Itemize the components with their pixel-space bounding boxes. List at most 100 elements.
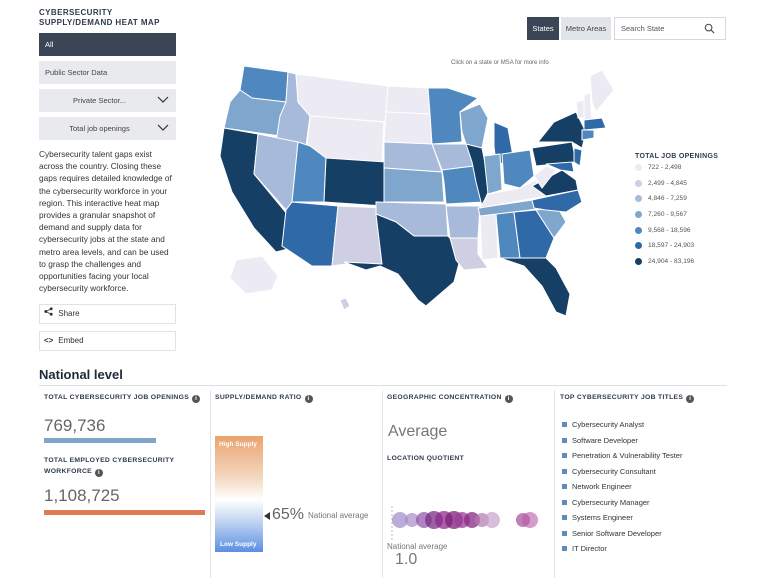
metro-areas-toggle[interactable]: Metro Areas bbox=[561, 17, 611, 40]
legend-label: 18,597 - 24,903 bbox=[648, 242, 695, 250]
bullet-square-icon bbox=[562, 484, 567, 490]
state-montana[interactable] bbox=[295, 73, 389, 123]
share-button[interactable]: Share bbox=[39, 304, 176, 325]
info-icon[interactable]: i bbox=[304, 395, 313, 403]
state-ohio[interactable] bbox=[501, 149, 535, 189]
metric-dropdown[interactable]: Total job openings bbox=[39, 117, 176, 140]
location-quotient-bubbles[interactable] bbox=[386, 498, 546, 542]
state-arkansas[interactable] bbox=[445, 205, 481, 239]
state-virginia[interactable] bbox=[531, 169, 579, 197]
public-sector-button[interactable]: Public Sector Data bbox=[39, 61, 176, 84]
state-georgia[interactable] bbox=[513, 209, 555, 259]
openings-bar bbox=[44, 438, 156, 443]
geo-heading-text: GEOGRAPHIC CONCENTRATION bbox=[387, 394, 502, 401]
state-indiana[interactable] bbox=[483, 153, 503, 195]
state-north-dakota[interactable] bbox=[385, 85, 431, 115]
bullet-square-icon bbox=[562, 468, 567, 474]
openings-value: 769,736 bbox=[44, 416, 106, 435]
state-connecticut[interactable] bbox=[581, 129, 595, 141]
state-west-virginia[interactable] bbox=[533, 165, 557, 189]
legend-dot-3 bbox=[635, 211, 642, 219]
lq-bubble bbox=[484, 512, 500, 528]
job-title: Cybersecurity Manager bbox=[572, 497, 650, 507]
geo-concentration-value: Average bbox=[388, 423, 448, 440]
ratio-value: 65% bbox=[272, 506, 305, 523]
list-item: Penetration & Vulnerability Tester bbox=[562, 448, 682, 464]
state-vermont[interactable] bbox=[575, 99, 585, 119]
info-icon[interactable]: i bbox=[504, 395, 513, 403]
legend-label: 2,499 - 4,845 bbox=[648, 179, 687, 187]
bullet-square-icon bbox=[562, 499, 567, 505]
list-item: Cybersecurity Manager bbox=[562, 495, 682, 511]
all-button[interactable]: All bbox=[39, 33, 176, 56]
state-maryland[interactable] bbox=[545, 161, 575, 173]
state-south-dakota[interactable] bbox=[383, 111, 433, 145]
state-colorado[interactable] bbox=[323, 157, 387, 207]
legend-item: 24,904 - 83,196 bbox=[635, 254, 745, 270]
code-icon: <> bbox=[44, 336, 54, 346]
description-text: Cybersecurity talent gaps exist across t… bbox=[39, 149, 172, 294]
search-input[interactable]: Search State bbox=[614, 17, 726, 40]
embed-button[interactable]: <> Embed bbox=[39, 331, 176, 352]
list-item: Cybersecurity Analyst bbox=[562, 417, 682, 433]
column-divider bbox=[210, 390, 211, 578]
private-sector-dropdown[interactable]: Private Sector... bbox=[39, 89, 176, 112]
state-new-hampshire[interactable] bbox=[583, 91, 593, 121]
state-hawaii[interactable] bbox=[339, 297, 351, 311]
chevron-down-icon bbox=[157, 124, 169, 131]
section-divider bbox=[39, 385, 727, 386]
search-icon bbox=[704, 23, 715, 34]
legend-item: 2,499 - 4,845 bbox=[635, 176, 745, 192]
supply-demand-gradient bbox=[215, 436, 263, 552]
legend-dot-2 bbox=[635, 195, 642, 203]
column-divider bbox=[382, 390, 383, 578]
state-new-jersey[interactable] bbox=[573, 147, 583, 167]
job-titles-heading-text: TOP CYBERSECURITY JOB TITLES bbox=[560, 394, 684, 401]
states-toggle[interactable]: States bbox=[527, 17, 559, 40]
ratio-pointer-icon bbox=[264, 512, 270, 520]
info-icon[interactable]: i bbox=[192, 395, 201, 403]
bullet-square-icon bbox=[562, 437, 567, 443]
state-mississippi[interactable] bbox=[479, 213, 499, 261]
bullet-square-icon bbox=[562, 422, 567, 428]
lq-bubble bbox=[522, 512, 538, 528]
employed-bar bbox=[44, 510, 205, 515]
list-item: Network Engineer bbox=[562, 479, 682, 495]
high-supply-label: High Supply bbox=[219, 441, 257, 448]
legend-dot-4 bbox=[635, 226, 642, 234]
state-massachusetts[interactable] bbox=[583, 117, 607, 131]
job-title: Network Engineer bbox=[572, 482, 632, 492]
list-item: Senior Software Developer bbox=[562, 526, 682, 542]
state-louisiana[interactable] bbox=[449, 237, 489, 271]
state-kansas[interactable] bbox=[383, 167, 445, 203]
state-maine[interactable] bbox=[589, 69, 615, 113]
ratio-heading: SUPPLY/DEMAND RATIO i bbox=[215, 394, 313, 403]
chevron-down-icon bbox=[157, 96, 169, 103]
state-florida[interactable] bbox=[499, 257, 571, 317]
location-quotient-label: LOCATION QUOTIENT bbox=[387, 455, 465, 462]
lq-bubble bbox=[392, 512, 408, 528]
legend-label: 7,260 - 9,567 bbox=[648, 211, 687, 219]
legend-dot-6 bbox=[635, 257, 642, 265]
map-legend: TOTAL JOB OPENINGS 722 - 2,498 2,499 - 4… bbox=[635, 153, 745, 269]
list-item: Cybersecurity Consultant bbox=[562, 464, 682, 480]
list-item: Systems Engineer bbox=[562, 510, 682, 526]
ratio-national-average-label: National average bbox=[308, 511, 369, 520]
state-arizona[interactable] bbox=[281, 201, 339, 267]
legend-dot-5 bbox=[635, 242, 642, 250]
info-icon[interactable]: i bbox=[95, 469, 104, 477]
openings-heading-text: TOTAL CYBERSECURITY JOB OPENINGS bbox=[44, 394, 190, 401]
geo-heading: GEOGRAPHIC CONCENTRATION i bbox=[387, 394, 513, 403]
legend-item: 7,260 - 9,567 bbox=[635, 207, 745, 223]
list-item: Software Developer bbox=[562, 433, 682, 449]
state-wisconsin[interactable] bbox=[459, 103, 489, 149]
state-alaska[interactable] bbox=[229, 255, 279, 295]
info-icon[interactable]: i bbox=[686, 395, 695, 403]
us-heat-map[interactable] bbox=[216, 62, 616, 322]
job-title: Cybersecurity Consultant bbox=[572, 466, 656, 476]
state-missouri[interactable] bbox=[441, 165, 485, 205]
employed-heading-text: TOTAL EMPLOYED CYBERSECURITY WORKFORCE bbox=[44, 457, 175, 475]
job-titles-list: Cybersecurity Analyst Software Developer… bbox=[562, 417, 682, 557]
legend-item: 9,568 - 18,596 bbox=[635, 222, 745, 238]
state-texas[interactable] bbox=[343, 213, 463, 307]
